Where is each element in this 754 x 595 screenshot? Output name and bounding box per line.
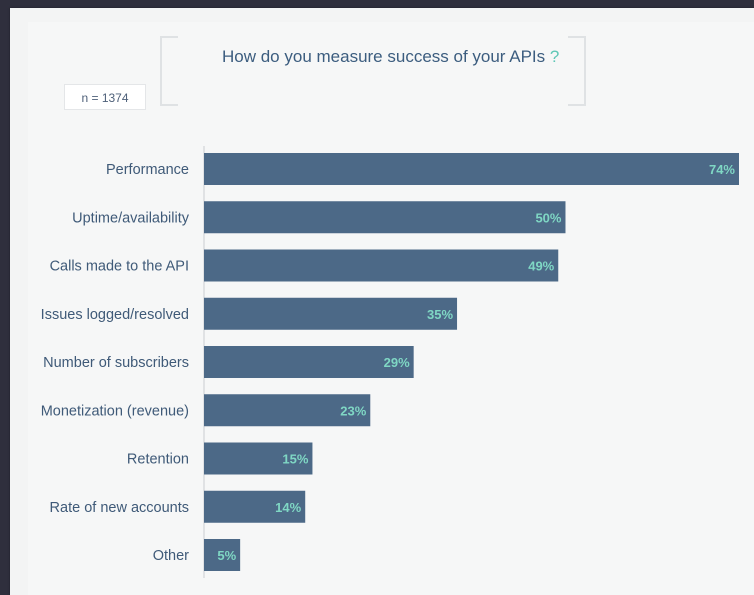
category-label: Performance <box>106 162 189 178</box>
value-label: 74% <box>709 162 735 177</box>
sample-size-badge: n = 1374 <box>64 84 146 110</box>
category-label: Uptime/availability <box>72 210 190 226</box>
title-bracket-right <box>568 36 586 106</box>
value-label: 35% <box>427 307 453 322</box>
bar-performance <box>204 153 739 185</box>
bar-number-of-subscribers <box>204 346 414 378</box>
chart-title: How do you measure success of your APIs … <box>222 45 567 68</box>
chart-title-text: How do you measure success of your APIs <box>222 47 546 66</box>
value-label: 14% <box>275 500 301 515</box>
bar-retention <box>204 442 313 475</box>
bar-issues-logged-resolved <box>204 297 458 330</box>
category-label: Number of subscribers <box>43 355 189 371</box>
category-label: Monetization (revenue) <box>41 403 189 419</box>
value-label: 49% <box>528 259 554 274</box>
bar-uptime-availability <box>204 201 566 234</box>
category-label: Calls made to the API <box>50 259 189 275</box>
bar-other <box>204 539 241 571</box>
category-label: Other <box>153 548 189 564</box>
bar-monetization-revenue <box>204 394 371 427</box>
value-label: 5% <box>217 548 236 563</box>
value-label: 15% <box>282 452 308 467</box>
chart-title-question-mark: ? <box>549 47 560 66</box>
value-label: 23% <box>340 403 366 418</box>
title-bracket-left <box>160 36 178 106</box>
category-label: Retention <box>127 452 189 468</box>
value-label: 29% <box>384 355 410 370</box>
bar-calls-made-to-the-api <box>204 249 559 282</box>
value-label: 50% <box>535 210 561 225</box>
bar-rate-of-new-accounts <box>204 490 306 523</box>
category-label: Rate of new accounts <box>50 500 189 516</box>
category-label: Issues logged/resolved <box>41 307 189 323</box>
